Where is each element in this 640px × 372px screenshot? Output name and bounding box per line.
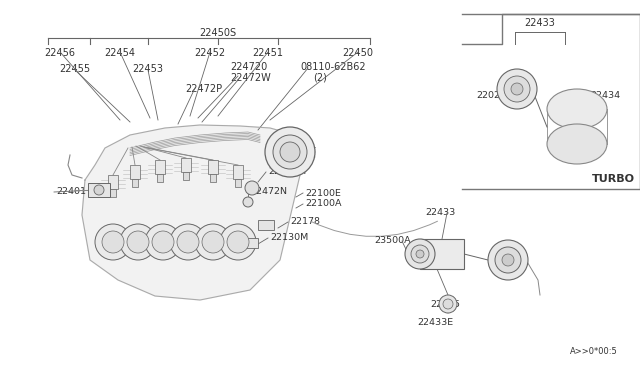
Text: 22453: 22453 (132, 64, 163, 74)
Bar (210, 174, 216, 182)
Circle shape (202, 231, 224, 253)
Circle shape (411, 245, 429, 263)
Text: TURBO: TURBO (592, 174, 635, 184)
Bar (233, 165, 243, 179)
Text: 08110-62B62: 08110-62B62 (300, 62, 365, 72)
Text: 22401: 22401 (56, 187, 86, 196)
Bar (420, 239, 464, 269)
Circle shape (94, 185, 104, 195)
Circle shape (405, 239, 435, 269)
Text: 22100E: 22100E (305, 189, 341, 198)
Circle shape (243, 197, 253, 207)
Text: 22100A: 22100A (305, 199, 342, 208)
Bar (512, 79, 532, 99)
Text: 22020: 22020 (476, 92, 506, 100)
Text: 22472N: 22472N (250, 187, 287, 196)
Text: 22452: 22452 (195, 48, 225, 58)
Text: 22455: 22455 (60, 64, 91, 74)
Text: 22433: 22433 (525, 18, 556, 28)
Text: 22472M: 22472M (268, 167, 306, 176)
Circle shape (280, 142, 300, 162)
Circle shape (502, 254, 514, 266)
Bar (132, 179, 138, 187)
Text: 22472P: 22472P (185, 84, 222, 94)
Circle shape (245, 181, 259, 195)
Text: 22450: 22450 (342, 48, 374, 58)
Circle shape (443, 299, 453, 309)
Bar (108, 175, 118, 189)
Circle shape (95, 224, 131, 260)
Text: 224720: 224720 (230, 62, 268, 72)
Circle shape (220, 224, 256, 260)
Text: 22130M: 22130M (270, 234, 308, 243)
Bar (235, 179, 241, 187)
Text: 22434: 22434 (590, 92, 620, 100)
Text: 23500A: 23500A (374, 236, 411, 245)
Bar (130, 165, 140, 179)
Ellipse shape (547, 124, 607, 164)
Bar (183, 172, 189, 180)
Circle shape (127, 231, 149, 253)
Circle shape (177, 231, 199, 253)
Text: 22178: 22178 (290, 218, 320, 227)
Circle shape (273, 135, 307, 169)
Text: A>>0*00:5: A>>0*00:5 (570, 347, 618, 356)
Text: (2): (2) (313, 73, 327, 83)
Circle shape (495, 247, 521, 273)
Circle shape (511, 83, 523, 95)
Text: 22451: 22451 (253, 48, 284, 58)
Circle shape (120, 224, 156, 260)
Circle shape (152, 231, 174, 253)
Circle shape (265, 127, 315, 177)
Text: 22433: 22433 (425, 208, 455, 217)
Text: 22456: 22456 (45, 48, 76, 58)
Text: 22454: 22454 (104, 48, 136, 58)
Bar (157, 174, 163, 182)
Polygon shape (82, 125, 310, 300)
Text: 22450S: 22450S (200, 28, 237, 38)
Bar (208, 160, 218, 174)
Circle shape (145, 224, 181, 260)
Circle shape (416, 250, 424, 258)
Circle shape (497, 69, 537, 109)
Circle shape (102, 231, 124, 253)
Circle shape (439, 295, 457, 313)
Text: 22465: 22465 (430, 300, 460, 309)
Bar (258, 220, 274, 230)
Circle shape (195, 224, 231, 260)
Bar (240, 238, 258, 248)
Circle shape (504, 76, 530, 102)
Bar (181, 158, 191, 172)
Bar (110, 189, 116, 197)
Circle shape (227, 231, 249, 253)
Bar (155, 160, 165, 174)
Bar (88, 183, 110, 197)
Text: 22433E: 22433E (417, 318, 453, 327)
Text: 22472W: 22472W (230, 73, 271, 83)
Ellipse shape (547, 89, 607, 129)
Circle shape (170, 224, 206, 260)
Circle shape (488, 240, 528, 280)
